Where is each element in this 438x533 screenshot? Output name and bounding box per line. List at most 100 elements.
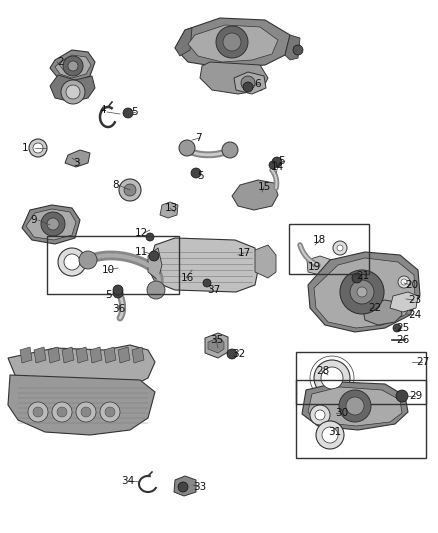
Circle shape xyxy=(119,179,141,201)
Circle shape xyxy=(33,143,43,153)
Polygon shape xyxy=(50,75,95,102)
Circle shape xyxy=(222,142,238,158)
Circle shape xyxy=(216,26,248,58)
Polygon shape xyxy=(48,347,60,363)
Text: 5: 5 xyxy=(131,107,138,117)
Circle shape xyxy=(352,273,362,283)
Text: 36: 36 xyxy=(112,304,125,314)
Polygon shape xyxy=(307,256,332,275)
Polygon shape xyxy=(308,387,402,426)
Text: 26: 26 xyxy=(396,335,409,345)
Circle shape xyxy=(321,367,343,389)
Text: 4: 4 xyxy=(99,105,106,115)
Circle shape xyxy=(123,108,133,118)
Text: 10: 10 xyxy=(102,265,115,275)
Polygon shape xyxy=(8,345,155,392)
Circle shape xyxy=(396,390,408,402)
Text: 19: 19 xyxy=(308,262,321,272)
Polygon shape xyxy=(302,382,408,430)
Circle shape xyxy=(316,421,344,449)
Bar xyxy=(47,236,179,294)
Polygon shape xyxy=(160,202,178,218)
Polygon shape xyxy=(148,248,162,280)
Circle shape xyxy=(241,76,255,90)
Text: 6: 6 xyxy=(254,79,261,89)
Text: 24: 24 xyxy=(408,310,421,320)
Circle shape xyxy=(315,410,325,420)
Text: 21: 21 xyxy=(356,271,369,281)
Polygon shape xyxy=(65,150,90,167)
Polygon shape xyxy=(55,55,91,78)
Polygon shape xyxy=(363,300,402,325)
Circle shape xyxy=(76,402,96,422)
Circle shape xyxy=(339,390,371,422)
Polygon shape xyxy=(308,252,420,332)
Polygon shape xyxy=(205,333,228,358)
Text: 29: 29 xyxy=(409,391,422,401)
Polygon shape xyxy=(22,205,80,244)
Polygon shape xyxy=(76,347,88,363)
Polygon shape xyxy=(148,238,258,292)
Circle shape xyxy=(149,251,159,261)
Polygon shape xyxy=(208,338,224,353)
Text: 14: 14 xyxy=(271,162,284,172)
Circle shape xyxy=(346,397,364,415)
Polygon shape xyxy=(255,245,276,278)
Text: 9: 9 xyxy=(30,215,37,225)
Polygon shape xyxy=(8,375,155,435)
Text: 25: 25 xyxy=(396,323,409,333)
Circle shape xyxy=(81,407,91,417)
Text: 5: 5 xyxy=(278,156,285,166)
Circle shape xyxy=(350,280,374,304)
Circle shape xyxy=(52,402,72,422)
Text: 5: 5 xyxy=(197,171,204,181)
Text: 2: 2 xyxy=(57,57,64,67)
Circle shape xyxy=(322,427,338,443)
Text: 5: 5 xyxy=(105,290,112,300)
Text: 37: 37 xyxy=(207,285,220,295)
Circle shape xyxy=(337,245,343,251)
Bar xyxy=(296,352,426,404)
Circle shape xyxy=(293,45,303,55)
Polygon shape xyxy=(234,72,266,94)
Text: 16: 16 xyxy=(181,273,194,283)
Polygon shape xyxy=(314,258,415,328)
Polygon shape xyxy=(188,25,278,62)
Polygon shape xyxy=(232,180,278,210)
Text: 8: 8 xyxy=(112,180,119,190)
Polygon shape xyxy=(132,347,144,363)
Text: 23: 23 xyxy=(408,295,421,305)
Circle shape xyxy=(57,407,67,417)
Polygon shape xyxy=(34,347,46,363)
Circle shape xyxy=(28,402,48,422)
Circle shape xyxy=(113,285,123,295)
Circle shape xyxy=(243,82,253,92)
Circle shape xyxy=(179,140,195,156)
Text: 3: 3 xyxy=(73,158,80,168)
Polygon shape xyxy=(285,35,300,60)
Text: 31: 31 xyxy=(328,427,341,437)
Circle shape xyxy=(398,276,410,288)
Text: 33: 33 xyxy=(193,482,206,492)
Circle shape xyxy=(41,212,65,236)
Circle shape xyxy=(340,270,384,314)
Polygon shape xyxy=(90,347,102,363)
Text: 13: 13 xyxy=(165,203,178,213)
Polygon shape xyxy=(175,28,192,56)
Polygon shape xyxy=(104,347,116,363)
Circle shape xyxy=(314,360,350,396)
Polygon shape xyxy=(50,50,95,82)
Circle shape xyxy=(191,168,201,178)
Text: 35: 35 xyxy=(210,335,223,345)
Circle shape xyxy=(393,324,401,332)
Polygon shape xyxy=(200,62,268,94)
Circle shape xyxy=(124,184,136,196)
Circle shape xyxy=(58,248,86,276)
Text: 27: 27 xyxy=(416,357,429,367)
Circle shape xyxy=(61,80,85,104)
Polygon shape xyxy=(20,347,32,363)
Circle shape xyxy=(227,349,237,359)
Circle shape xyxy=(147,281,165,299)
Circle shape xyxy=(272,157,282,167)
Text: 20: 20 xyxy=(405,280,418,290)
